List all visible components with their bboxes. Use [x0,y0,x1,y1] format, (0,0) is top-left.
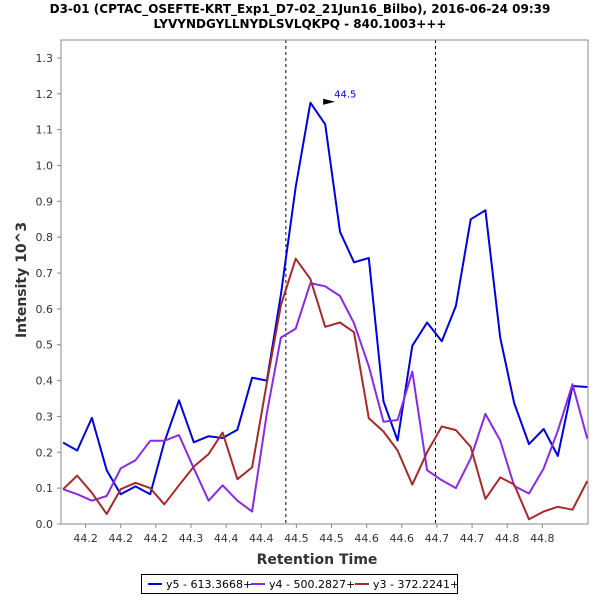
y-tick-label: 1.2 [36,88,54,101]
y-tick-label: 0.3 [36,410,54,423]
x-axis-label: Retention Time [257,552,378,568]
x-tick-label: 44.2 [73,532,98,545]
x-tick-label: 44.2 [144,532,169,545]
x-tick-label: 44.5 [319,532,344,545]
legend-item: y4 - 500.2827+ [251,578,355,591]
y-tick-label: 1.3 [36,52,54,65]
series-line-1 [62,101,588,496]
plot-area [61,40,588,524]
x-tick-label: 44.8 [530,532,555,545]
legend-label: y4 - 500.2827+ [269,578,356,591]
x-tick-label: 44.8 [495,532,520,545]
x-tick-label: 44.2 [108,532,133,545]
y-tick-label: 1.1 [36,124,54,137]
apex-label: 44.5 [334,90,356,101]
y-tick-label: 0.0 [36,518,54,531]
y-tick-label: 0.6 [36,303,54,316]
x-tick-label: 44.7 [425,532,450,545]
y-tick-label: 0.8 [36,231,54,244]
series-line-3 [62,257,589,521]
series-line-2 [62,282,589,513]
chart-subtitle: LYVYNDGYLLNYDLSVLQKPQ - 840.1003+++ [153,17,447,31]
legend-swatch [355,583,369,585]
chart-title: D3-01 (CPTAC_OSEFTE-KRT_Exp1_D7-02_21Jun… [49,2,551,16]
y-tick-label: 0.9 [36,195,54,208]
y-tick-label: 0.7 [36,267,54,280]
x-tick-label: 44.4 [249,532,274,545]
y-tick-label: 0.1 [36,482,54,495]
legend-item: y5 - 613.3668+ [148,578,252,591]
legend-swatch [148,583,162,585]
legend-item: y3 - 372.2241+ [355,578,459,591]
chart-legend: y5 - 613.3668+ y4 - 500.2827+ y3 - 372.224… [141,574,459,594]
x-tick-label: 44.4 [214,532,239,545]
x-tick-label: 44.6 [390,532,415,545]
y-tick-label: 0.4 [36,375,54,388]
y-axis-label: Intensity 10^3 [14,222,30,338]
x-tick-label: 44.6 [354,532,379,545]
plot-frame [60,39,589,525]
y-tick-label: 1.0 [36,159,54,172]
x-tick-label: 44.7 [460,532,485,545]
legend-swatch [251,583,265,585]
legend-label: y5 - 613.3668+ [166,578,253,591]
apex-arrow [323,98,336,105]
y-tick-label: 0.5 [36,339,54,352]
legend-label: y3 - 372.2241+ [373,578,460,591]
x-tick-label: 44.3 [179,532,204,545]
y-tick-label: 0.2 [36,446,54,459]
x-tick-label: 44.5 [284,532,309,545]
